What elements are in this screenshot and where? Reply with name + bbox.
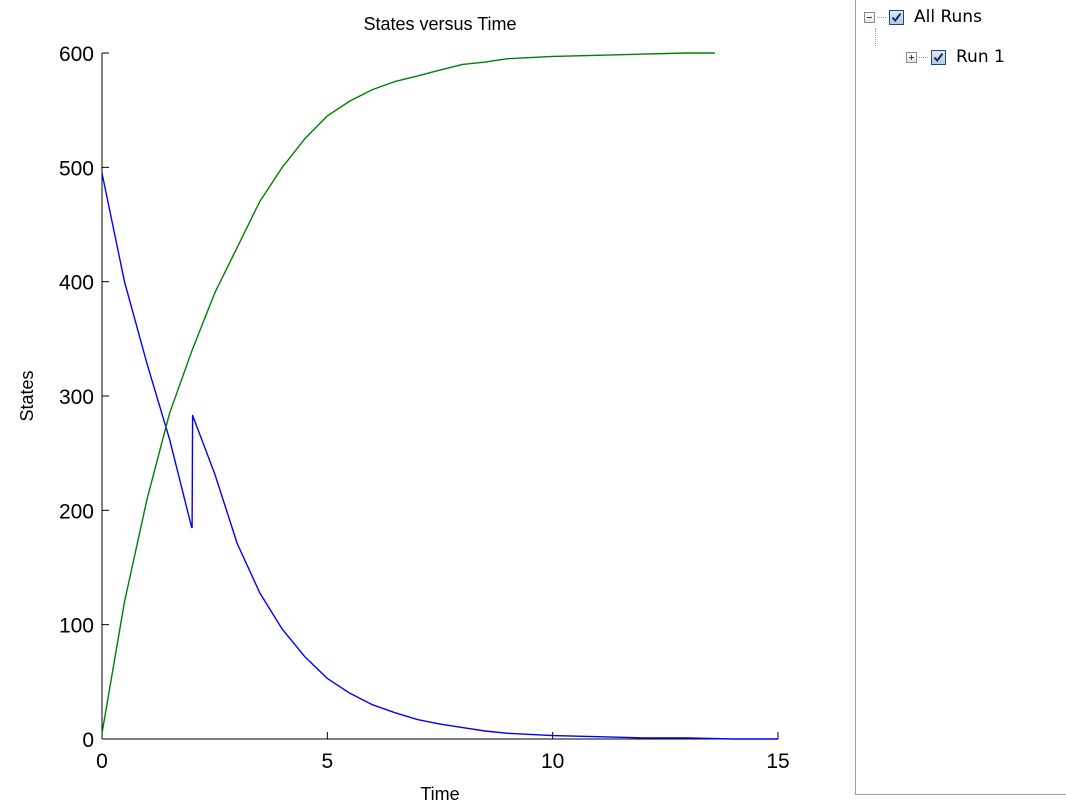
chart-svg: 0 5 10 15 0 100 200 300 400 500 600 States versus T… (17, 14, 790, 804)
tree-label-run-1[interactable]: Run 1 (956, 47, 1005, 67)
y-tick-label: 300 (59, 386, 94, 409)
run-tree-panel[interactable]: All Runs Run 1 (855, 0, 1066, 795)
y-tick-label: 100 (59, 615, 94, 638)
x-tick-label: 0 (96, 750, 108, 773)
tree-node-run-1[interactable]: Run 1 (906, 46, 1005, 68)
y-axis-label: States (17, 370, 37, 421)
checkbox-checked-icon[interactable] (889, 9, 904, 25)
x-tick-label: 10 (541, 750, 564, 773)
x-axis-label: Time (420, 784, 459, 804)
expand-icon[interactable] (906, 51, 917, 63)
tree-dotline (919, 56, 928, 58)
chart-title: States versus Time (363, 14, 516, 34)
series-line-1 (101, 172, 778, 740)
tree-connector-line (875, 28, 876, 46)
y-tick-label: 200 (59, 500, 94, 523)
plot-area: 0 5 10 15 0 100 200 300 400 500 600 States versus T… (17, 14, 790, 804)
x-tick-label: 5 (321, 750, 333, 773)
tree-node-all-runs[interactable]: All Runs (864, 6, 982, 28)
x-tick-label: 15 (766, 750, 789, 773)
checkbox-checked-icon[interactable] (931, 49, 946, 65)
y-tick-label: 400 (59, 272, 94, 295)
y-tick-label: 600 (59, 43, 94, 66)
collapse-icon[interactable] (864, 11, 875, 23)
y-tick-label: 0 (82, 729, 94, 752)
tree-label-all-runs[interactable]: All Runs (914, 7, 982, 27)
y-tick-label: 500 (59, 157, 94, 180)
series-line-2 (101, 52, 715, 734)
tree-dotline (877, 16, 886, 18)
